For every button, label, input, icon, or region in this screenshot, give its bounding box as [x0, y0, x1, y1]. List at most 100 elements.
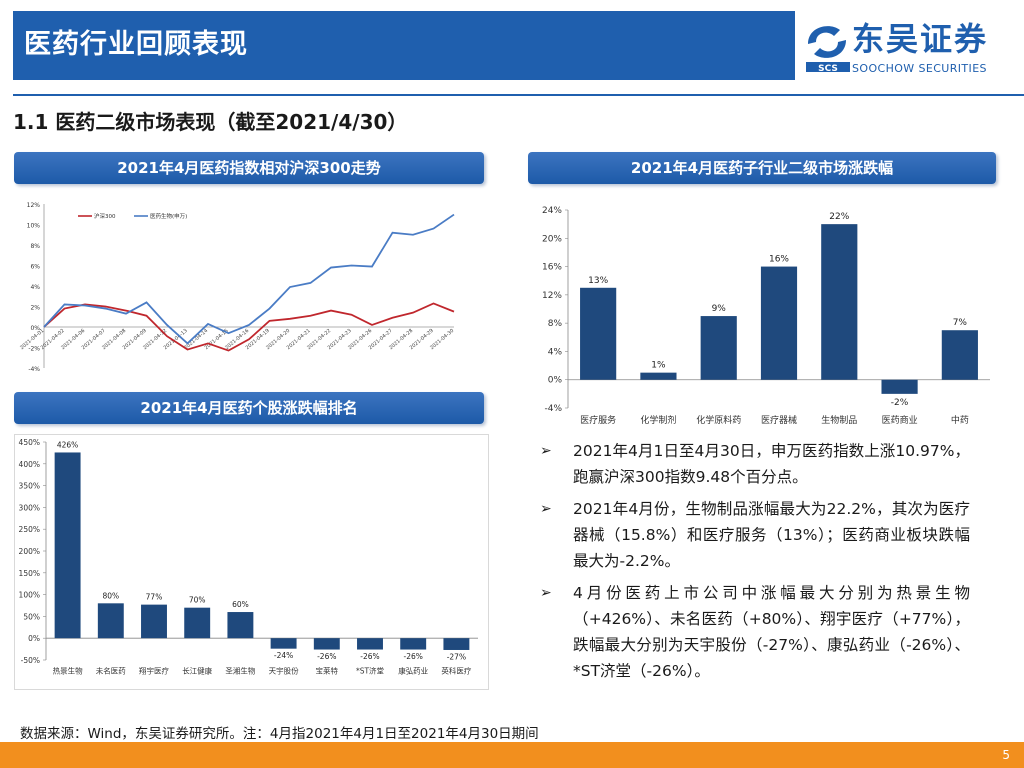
- legend-label: 沪深300: [94, 212, 116, 220]
- y-tick-label: 12%: [542, 291, 562, 301]
- bar-value-label: 80%: [102, 591, 119, 600]
- logo-mark-icon: SCS: [806, 26, 850, 74]
- category-label: 生物制品: [821, 414, 857, 426]
- footer-bar: [0, 742, 1024, 768]
- bar-未名医药: [97, 603, 124, 639]
- y-tick-label: -4%: [28, 366, 40, 373]
- bar-宝莱特: [313, 638, 340, 650]
- bar-康弘药业: [400, 638, 427, 650]
- y-tick-label: 0%: [548, 376, 563, 386]
- y-tick-label: 16%: [542, 263, 562, 273]
- bar-value-label: -2%: [891, 398, 909, 408]
- y-tick-label: 4%: [30, 284, 40, 291]
- category-label: 长江健康: [182, 666, 212, 676]
- page-number: 5: [1002, 748, 1010, 762]
- category-label: 化学原料药: [696, 414, 741, 426]
- bullet-text: 4月份医药上市公司中涨幅最大分别为热景生物（+426%）、未名医药（+80%）、…: [573, 584, 970, 680]
- y-tick-label: 400%: [19, 460, 40, 469]
- y-tick-label: 8%: [30, 243, 40, 250]
- logo-mark-text: SCS: [818, 64, 838, 74]
- series-line-0: [43, 302, 455, 352]
- bar-value-label: -27%: [447, 652, 466, 661]
- category-label: 医疗器械: [761, 414, 797, 426]
- bar-生物制品: [821, 224, 858, 380]
- bar-医疗器械: [760, 266, 798, 380]
- bar-化学原料药: [700, 316, 737, 380]
- y-tick-label: 50%: [23, 612, 40, 621]
- bar-英科医疗: [443, 638, 470, 650]
- arrow-bullet-icon: ➢: [540, 585, 552, 601]
- bar-翔宇医疗: [141, 604, 167, 639]
- page-title: 医药行业回顾表现: [24, 29, 248, 60]
- category-label: 医药商业: [882, 414, 918, 426]
- bullet-item: ➢ 2021年4月份，生物制品涨幅最大为22.2%，其次为医疗器械（15.8%）…: [540, 496, 970, 574]
- bullet-item: ➢ 4月份医药上市公司中涨幅最大分别为热景生物（+426%）、未名医药（+80%…: [540, 580, 970, 684]
- bar-value-label: 16%: [769, 255, 789, 265]
- category-label: *ST济堂: [356, 666, 385, 676]
- y-tick-label: 12%: [27, 202, 41, 209]
- y-tick-label: 6%: [30, 264, 40, 271]
- bar-value-label: -26%: [404, 652, 423, 661]
- category-label: 翔宇医疗: [139, 666, 169, 676]
- y-tick-label: 250%: [19, 525, 40, 534]
- bar-value-label: 13%: [588, 276, 608, 286]
- bar-医疗服务: [580, 287, 617, 380]
- category-label: 未名医药: [96, 666, 126, 676]
- category-label: 宝莱特: [316, 666, 339, 676]
- bar-value-label: 60%: [232, 600, 249, 609]
- panel-title-stock-rank: 2021年4月医药个股涨跌幅排名: [14, 392, 484, 424]
- y-tick-label: 0%: [28, 634, 40, 643]
- category-label: 热景生物: [53, 666, 83, 676]
- panel-title-subindustry: 2021年4月医药子行业二级市场涨跌幅: [528, 152, 996, 184]
- y-tick-label: 300%: [19, 503, 40, 512]
- y-tick-label: 2%: [30, 305, 40, 312]
- arrow-bullet-icon: ➢: [540, 443, 552, 459]
- index-trend-line-chart: 12%10%8%6%4%2%0%-2%-4%2021-04-012021-04-…: [19, 202, 455, 373]
- bar-value-label: 70%: [189, 596, 206, 605]
- header-divider: [13, 94, 1024, 96]
- y-tick-label: 4%: [548, 347, 563, 357]
- y-tick-label: 10%: [27, 223, 41, 230]
- category-label: 英科医疗: [441, 666, 471, 676]
- bar-value-label: -26%: [360, 652, 379, 661]
- y-tick-label: -50%: [21, 656, 40, 665]
- y-tick-label: 24%: [542, 206, 562, 216]
- source-footnote: 数据来源：Wind，东吴证券研究所。注：4月指2021年4月1日至2021年4月…: [20, 726, 539, 742]
- bar-value-label: 7%: [953, 318, 968, 328]
- logo-text-cn: 东吴证券: [852, 20, 989, 58]
- stock-rank-chart-frame: [14, 434, 489, 690]
- category-label: 康弘药业: [398, 666, 428, 676]
- bar-医药商业: [881, 379, 918, 394]
- bar-value-label: 77%: [146, 593, 163, 602]
- y-tick-label: -4%: [544, 404, 562, 414]
- bar-value-label: -26%: [317, 652, 336, 661]
- y-tick-label: 450%: [19, 438, 40, 447]
- category-label: 化学制剂: [640, 414, 676, 426]
- bar-化学制剂: [640, 372, 677, 380]
- logo-text-en: SOOCHOW SECURITIES: [852, 62, 987, 75]
- y-tick-label: 200%: [19, 547, 40, 556]
- category-label: 医疗服务: [580, 414, 616, 426]
- bar-*ST济堂: [357, 638, 383, 650]
- y-tick-label: 8%: [548, 319, 563, 329]
- y-tick-label: 0%: [30, 325, 40, 332]
- bar-value-label: 22%: [829, 212, 849, 222]
- bar-value-label: 426%: [57, 440, 78, 449]
- bullet-item: ➢ 2021年4月1日至4月30日，申万医药指数上涨10.97%，跑赢沪深300…: [540, 438, 970, 490]
- header-bar: [13, 11, 795, 80]
- category-label: 天宇股份: [269, 666, 299, 676]
- company-logo: SCS: [804, 20, 1014, 80]
- panel-title-index-trend: 2021年4月医药指数相对沪深300走势: [14, 152, 484, 184]
- bar-热景生物: [54, 452, 81, 639]
- bar-圣湘生物: [227, 612, 254, 639]
- bullet-text: 2021年4月份，生物制品涨幅最大为22.2%，其次为医疗器械（15.8%）和医…: [573, 500, 970, 570]
- bar-中药: [941, 330, 978, 380]
- bar-value-label: -24%: [274, 651, 293, 660]
- y-tick-label: 350%: [19, 482, 40, 491]
- subindustry-bar-chart: 24% 20% 16% 12% 8% 4% 0% -4% 13% 医疗服务 1% 化学制剂 9% 化学原料…: [542, 206, 990, 426]
- series-line-1: [43, 213, 455, 345]
- bullet-list: ➢ 2021年4月1日至4月30日，申万医药指数上涨10.97%，跑赢沪深300…: [540, 438, 970, 690]
- section-title: 1.1 医药二级市场表现（截至2021/4/30）: [13, 110, 408, 134]
- stock-rank-bar-chart: 450% 400% 350% 300% 250% 200% 150% 100% 50% 0% -50…: [19, 438, 478, 676]
- bar-value-label: 9%: [712, 304, 727, 314]
